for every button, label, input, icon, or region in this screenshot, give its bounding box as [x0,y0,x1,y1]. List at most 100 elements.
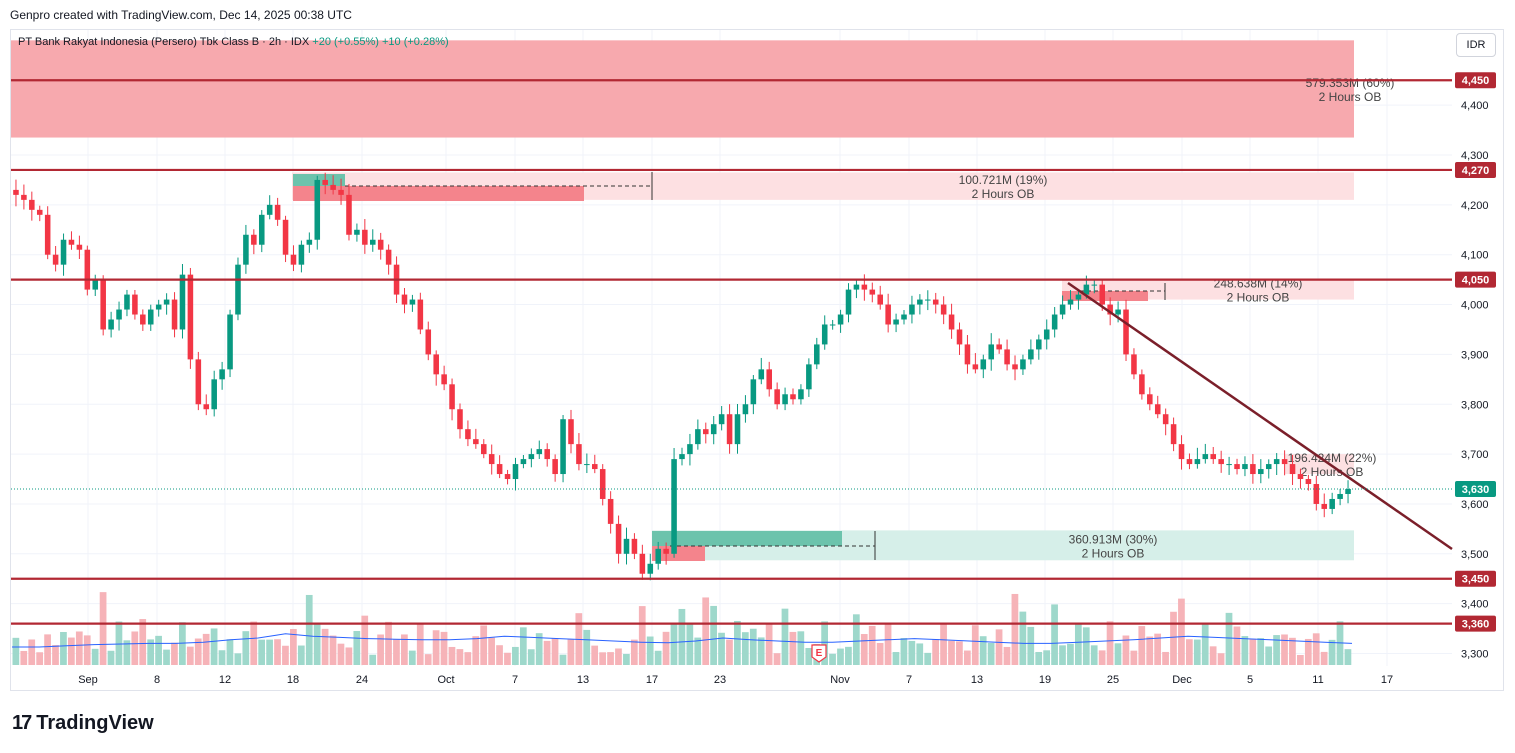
candle-body [1265,464,1272,470]
candle-body [901,314,907,320]
x-tick-label: 13 [577,674,589,686]
volume-bar [519,627,527,665]
volume-bar [28,639,36,665]
last-price-badge-label: 3,630 [1462,484,1490,496]
volume-bar [678,608,686,665]
volume-bar [979,636,987,665]
x-tick-label: 25 [1107,674,1119,686]
candle-body [1075,294,1082,300]
volume-bar [591,645,599,665]
y-tick-label: 3,700 [1461,449,1489,461]
order-block-sublabel: 2 Hours OB [1082,546,1145,560]
y-tick-label: 3,900 [1461,349,1489,361]
candle-body [44,214,51,255]
volume-bar [702,597,710,665]
candle-body [76,244,83,250]
volume-bar [1273,635,1280,665]
volume-bar [607,652,614,665]
volume-bar [630,639,638,665]
x-tick-label: 18 [287,674,299,686]
candle-body [306,239,313,245]
volume-bar [464,652,472,665]
volume-bar [377,634,384,665]
candle-body [544,449,550,460]
currency-button[interactable]: IDR [1456,33,1496,57]
candle-body [1147,394,1153,405]
candle-body [647,563,654,574]
volume-bar [1011,593,1019,665]
price-change-secondary: +10 (+0.28%) [382,36,449,48]
candle-body [1020,359,1026,370]
x-tick-label: Nov [830,674,850,686]
candle-body [1202,454,1209,460]
candle-body [821,324,828,345]
volume-bar [1225,612,1233,665]
candle-body [266,204,273,215]
volume-bar [773,653,781,665]
candle-body [1051,314,1058,330]
symbol-title: PT Bank Rakyat Indonesia (Persero) Tbk C… [18,36,310,48]
volume-bar [99,592,107,665]
candle-body [988,344,995,360]
volume-bar [1249,638,1257,665]
volume-bar [908,640,916,665]
symbol-legend[interactable]: PT Bank Rakyat Indonesia (Persero) Tbk C… [18,36,449,48]
candle-body [163,299,170,305]
candle-body [766,369,772,390]
order-block-sublabel: 2 Hours OB [1227,291,1290,305]
candle-body [36,209,43,215]
volume-bar [1059,645,1066,665]
volume-bar [924,652,932,665]
volume-bar [686,623,694,665]
volume-bar [1074,622,1082,665]
volume-bar [599,652,606,665]
candle-body [1234,464,1240,470]
volume-bar [1035,651,1043,665]
volume-bar [821,621,828,665]
candle-body [790,394,796,400]
order-block-sublabel: 2 Hours OB [1319,90,1382,104]
candle-body [703,429,709,435]
price-level-badge-label: 3,450 [1462,574,1490,586]
candle-body [354,229,360,235]
candle-body [147,309,154,325]
volume-bar [83,635,91,665]
candle-body [1067,299,1074,305]
candle-body [560,419,566,475]
candle-body [615,523,622,554]
candle-body [274,204,281,220]
volume-bar [900,638,908,665]
candle-body [552,459,558,475]
order-block-zone [11,40,1354,138]
candle-body [1321,503,1328,509]
candle-body [584,464,590,466]
volume-bar [1344,649,1352,665]
candle-body [1242,464,1248,470]
y-tick-label: 4,100 [1461,250,1489,262]
price-level-badge-label: 4,050 [1462,275,1490,287]
volume-bar [1201,623,1209,665]
volume-bar [305,594,313,665]
candle-body [1091,284,1098,286]
volume-bar [266,639,273,665]
volume-ma-line [12,633,1353,648]
candle-body [496,464,503,475]
candle-body [980,359,987,370]
candle-body [520,459,527,465]
candle-body [1289,464,1296,475]
chart-frame[interactable] [10,29,1504,691]
candle-body [671,459,677,554]
candle-body [1329,498,1335,509]
candle-body [1297,474,1304,480]
candle-body [441,374,447,385]
candle-body [298,244,305,265]
volume-bar [694,637,702,665]
volume-bar [765,624,773,665]
candle-body [84,249,91,290]
candle-body [1313,484,1320,504]
volume-bar [345,647,353,665]
candle-body [623,538,630,554]
candle-body [512,464,519,480]
volume-bar [155,635,162,665]
